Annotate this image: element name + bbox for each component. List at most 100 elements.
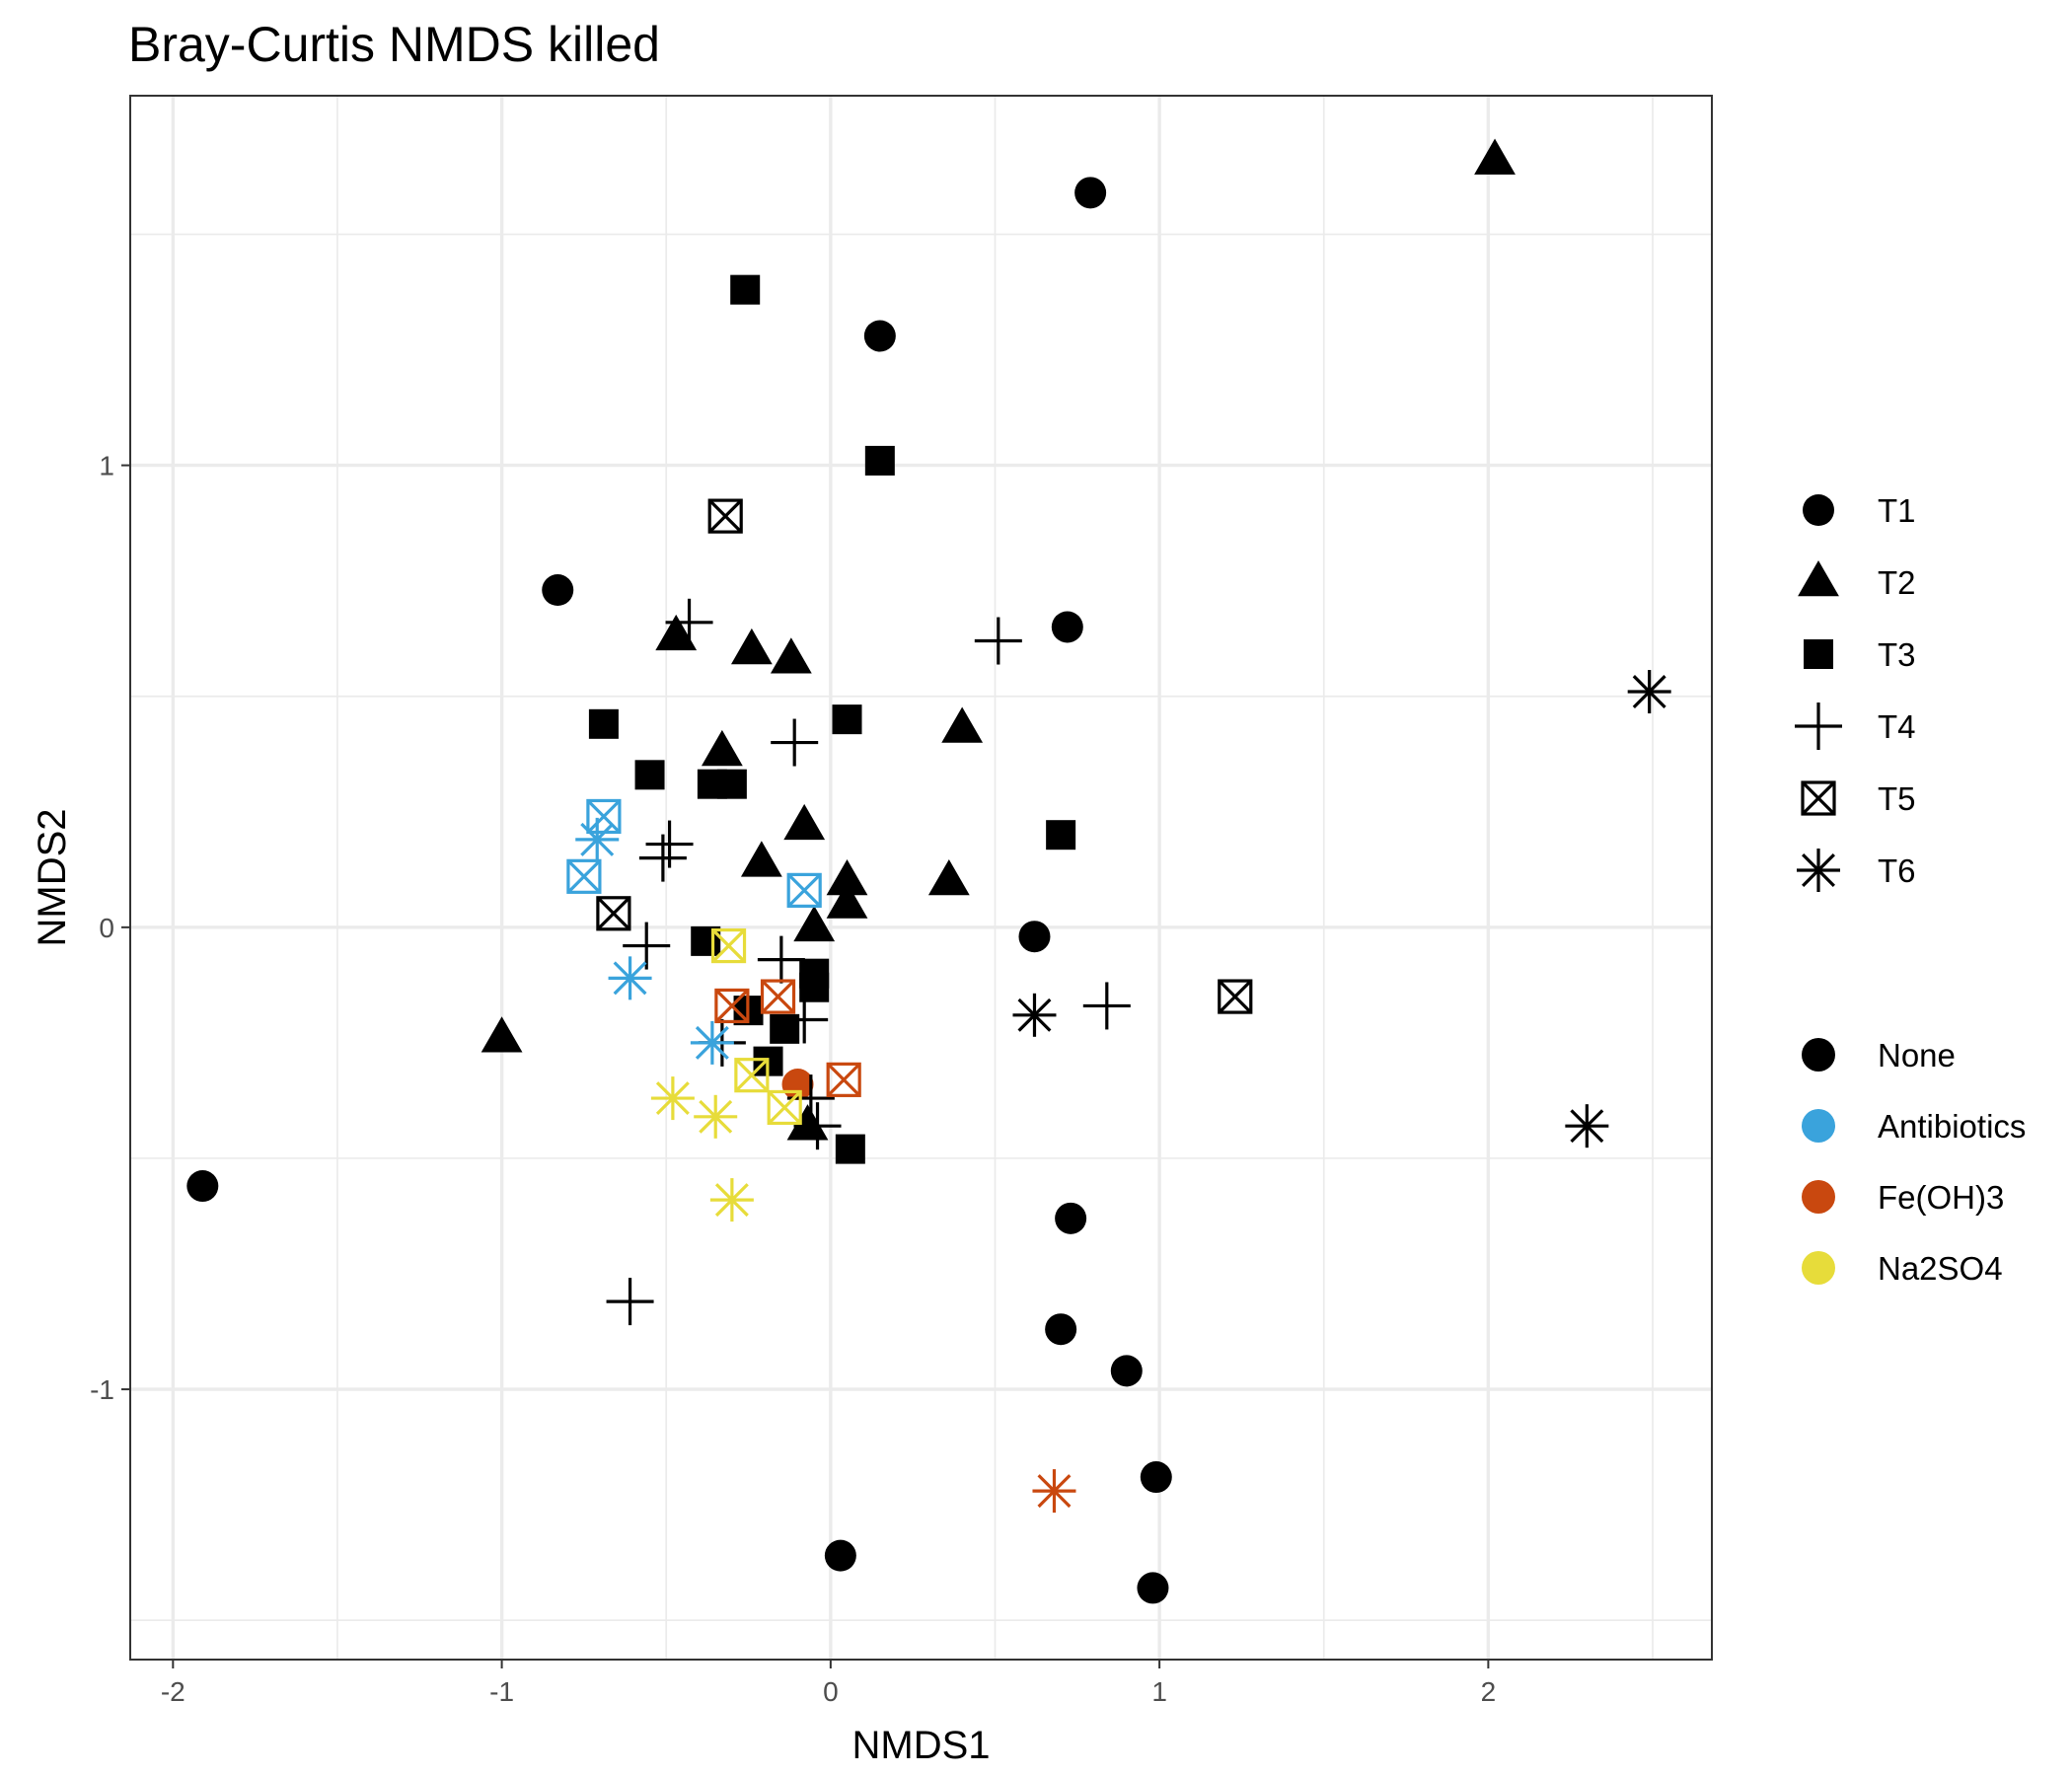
plot-panel (130, 96, 1712, 1660)
data-point (566, 858, 602, 894)
data-point (707, 498, 743, 534)
data-point (1055, 1202, 1087, 1234)
legend-label: T5 (1878, 780, 1916, 817)
data-point (588, 708, 619, 739)
data-point (650, 1076, 695, 1121)
data-point (730, 274, 761, 305)
data-point (1012, 993, 1057, 1037)
data-point (941, 706, 984, 743)
grid-lines (130, 96, 1712, 1660)
shape-legend: T1 T2 T3 T4 T5 T6 (1795, 492, 1916, 892)
data-point (1140, 1461, 1172, 1494)
data-point (783, 803, 826, 841)
shape-legend-item: T4 (1795, 703, 1916, 750)
data-point (770, 637, 812, 674)
data-point (690, 1020, 734, 1065)
data-point (716, 769, 747, 799)
data-point (780, 996, 829, 1044)
data-point (1218, 979, 1253, 1014)
data-point (835, 1134, 865, 1164)
data-point (767, 1089, 802, 1126)
data-point (694, 1094, 738, 1139)
data-point (786, 872, 822, 908)
data-point (623, 922, 671, 970)
legend-label: T1 (1878, 492, 1916, 529)
data-point (1082, 982, 1131, 1030)
data-point (186, 1170, 219, 1203)
legend-label: Na2SO4 (1878, 1250, 2003, 1287)
data-point (714, 988, 750, 1024)
data-point (665, 598, 713, 646)
data-point (824, 1539, 856, 1572)
shape-legend-item: T3 (1804, 636, 1916, 673)
data-point (1018, 921, 1051, 953)
axes: -2 -1 0 1 2 -1 0 1 (90, 451, 1496, 1707)
data-point (1137, 1572, 1169, 1604)
data-point (481, 1016, 523, 1053)
panel-background (130, 96, 1712, 1660)
shape-legend-item: T2 (1798, 560, 1916, 601)
y-tick-label: 1 (99, 451, 114, 481)
data-point (701, 729, 743, 767)
data-point (826, 859, 868, 896)
x-tick-label: 1 (1151, 1676, 1167, 1707)
shape-legend-item: T1 (1803, 492, 1916, 529)
data-point (596, 896, 631, 931)
data-point (1565, 1104, 1609, 1148)
legend-label: T2 (1878, 564, 1916, 601)
legend-key-square (1804, 639, 1833, 669)
data-point (864, 445, 895, 476)
data-point (734, 1058, 770, 1093)
data-point (1046, 820, 1076, 851)
shape-legend-item: T6 (1797, 849, 1916, 892)
data-point (1051, 611, 1083, 643)
panel-border (129, 95, 1713, 1661)
data-point (710, 927, 747, 964)
data-point (1045, 1313, 1077, 1346)
legend-key-color (1802, 1180, 1835, 1214)
legend-key-color (1802, 1038, 1835, 1072)
color-legend-item: Fe(OH)3 (1802, 1179, 2004, 1216)
color-legend-item: Na2SO4 (1802, 1250, 2003, 1287)
color-legend-item: None (1802, 1037, 1956, 1073)
data-point (655, 614, 698, 651)
data-point (740, 841, 782, 877)
data-point (757, 935, 805, 984)
data-point (832, 704, 862, 735)
data-point (606, 1278, 654, 1326)
data-point (927, 859, 970, 896)
data-point (709, 1178, 754, 1222)
y-tick-label: -1 (90, 1374, 114, 1405)
data-point (1474, 138, 1516, 175)
data-point (1074, 177, 1107, 209)
y-axis-title: NMDS2 (31, 808, 74, 946)
data-point (608, 956, 652, 1000)
color-legend-item: Antibiotics (1802, 1108, 2026, 1145)
x-tick-label: 2 (1481, 1676, 1497, 1707)
legend-label: Fe(OH)3 (1878, 1179, 2004, 1216)
data-point (826, 882, 868, 919)
legend-label: T4 (1878, 708, 1916, 745)
x-axis-title: NMDS1 (851, 1724, 990, 1767)
legend-key-color (1802, 1109, 1835, 1143)
data-point (542, 574, 574, 607)
legend-key-boxcross (1801, 780, 1836, 816)
data-point (1110, 1355, 1143, 1387)
legend-label: T6 (1878, 852, 1916, 889)
chart-title: Bray-Curtis NMDS killed (128, 17, 660, 72)
data-point (634, 760, 665, 790)
color-legend: None Antibiotics Fe(OH)3 Na2SO4 (1802, 1037, 2026, 1287)
legend-key-color (1802, 1251, 1835, 1285)
data-point (638, 834, 687, 882)
data-point (1627, 670, 1671, 714)
y-tick-label: 0 (99, 913, 114, 943)
data-point (645, 820, 694, 868)
data-point (863, 320, 896, 352)
x-tick-label: 0 (823, 1676, 839, 1707)
legend-key-circle (1803, 494, 1834, 526)
data-point (974, 617, 1022, 665)
data-point (575, 817, 620, 861)
data-points (186, 138, 1671, 1604)
data-point (793, 1102, 842, 1150)
